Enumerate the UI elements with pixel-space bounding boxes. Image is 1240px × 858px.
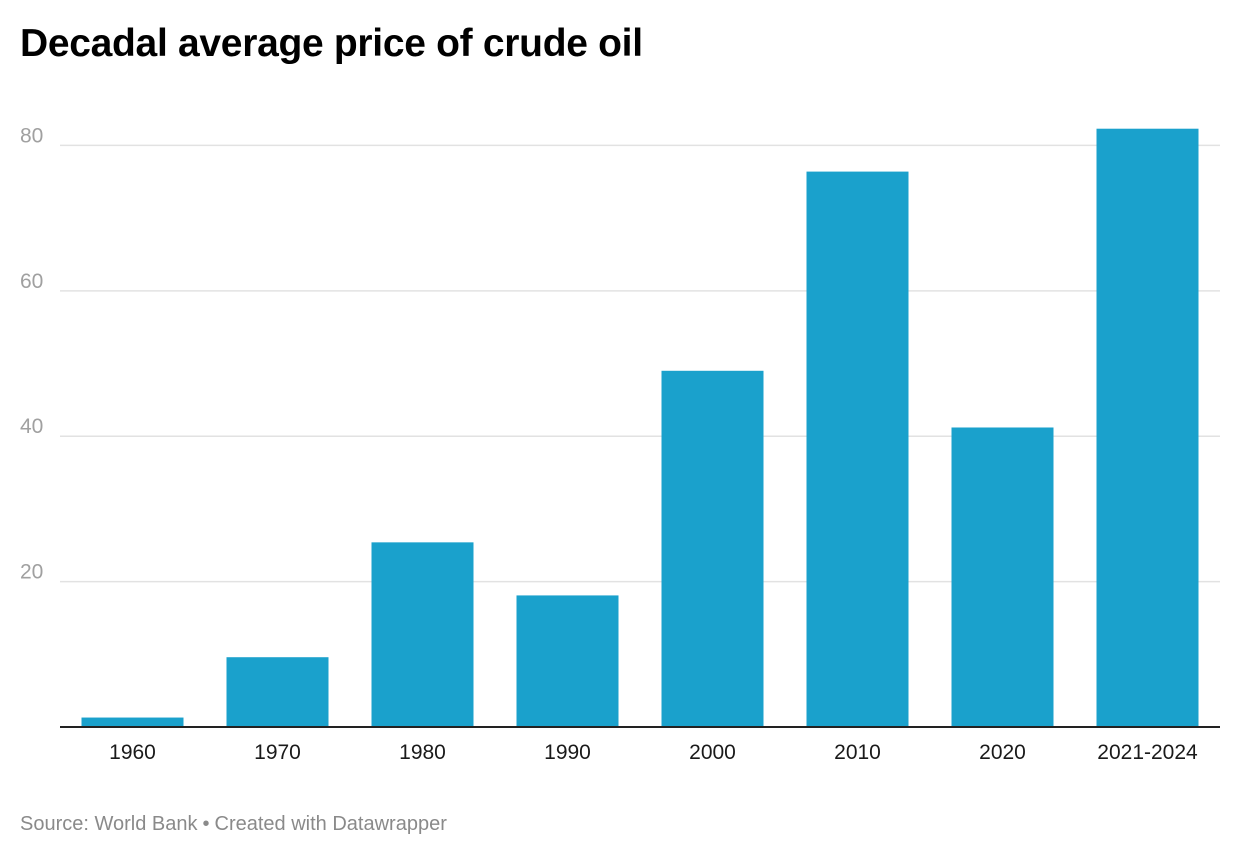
x-tick-label-1990: 1990 [544,741,591,764]
bar-2010 [806,171,909,727]
y-tick-label-40: 40 [20,415,43,438]
source-note: Source: World Bank [20,813,198,835]
bar-1970 [226,657,329,727]
y-tick-label-80: 80 [20,124,43,147]
bar-2021-2024 [1096,128,1199,728]
bar-2020 [951,427,1054,727]
x-axis-tick-labels: 1960 1970 1980 1990 2000 2010 2020 2021-2024 [109,741,1198,764]
x-tick-label-1970: 1970 [254,741,301,764]
x-tick-label-1980: 1980 [399,741,446,764]
y-tick-label-60: 60 [20,270,43,293]
bar-chart: 20 40 60 80 1960 1970 1980 1990 2000 2010 2020 202… [20,124,1220,764]
x-tick-label-2021-2024: 2021-2024 [1097,741,1198,764]
footer-separator: • [202,813,210,835]
y-tick-label-20: 20 [20,561,43,584]
x-tick-label-2010: 2010 [834,741,881,764]
bar-1960 [81,717,184,727]
bar-1990 [516,595,619,727]
y-axis-tick-labels: 20 40 60 80 [20,124,43,583]
bars [81,128,1199,728]
x-tick-label-2020: 2020 [979,741,1026,764]
x-tick-label-1960: 1960 [109,741,156,764]
credit-note: Created with Datawrapper [214,813,447,835]
bar-2000 [661,370,764,727]
x-tick-label-2000: 2000 [689,741,736,764]
chart-footer: Source: World Bank • Created with Datawrap… [20,813,447,836]
bar-1980 [371,542,474,727]
chart-title: Decadal average price of crude oil [20,22,643,65]
